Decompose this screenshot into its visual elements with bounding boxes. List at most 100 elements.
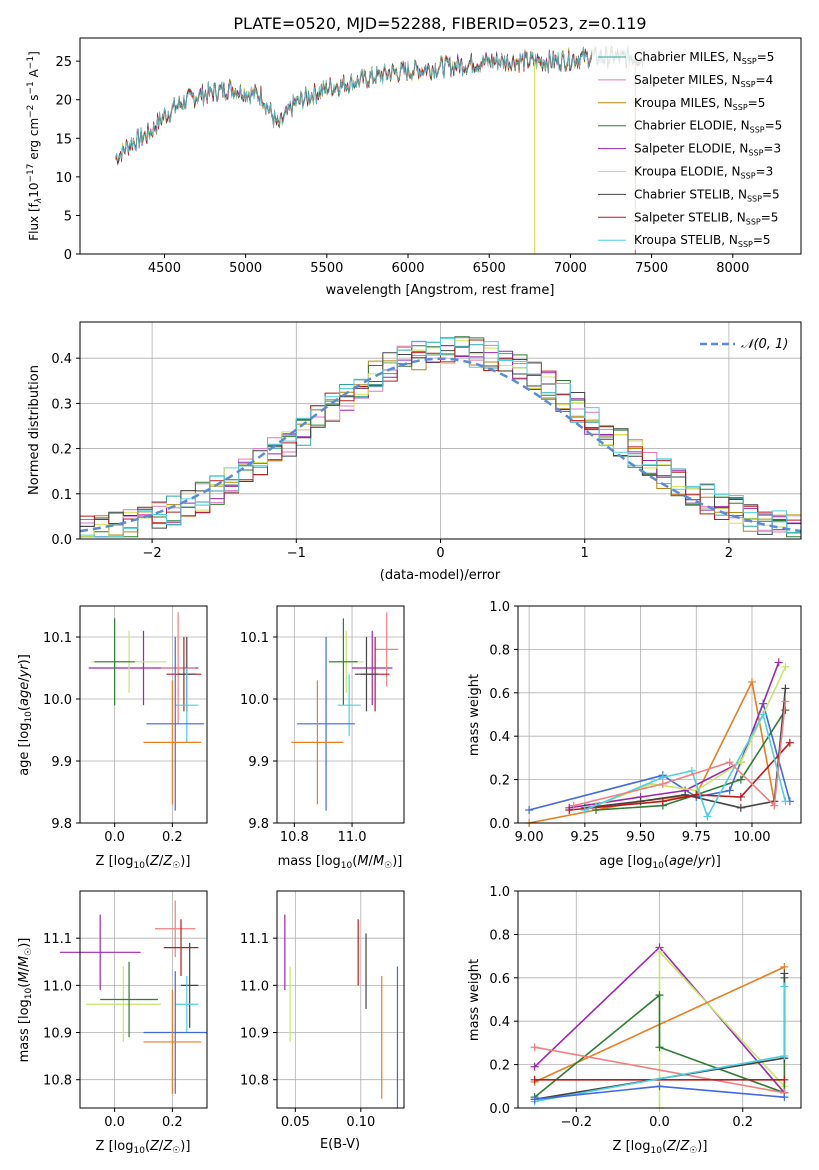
legend-sub: SSP [746, 217, 761, 226]
normal-legend-label: 𝒩(0, 1) [741, 337, 788, 352]
panel-ytick-label: 10.8 [240, 1074, 269, 1089]
figure-title: PLATE=0520, MJD=52288, FIBERID=0523, z=0… [233, 14, 646, 33]
histogram-xlabel: (data-model)/error [380, 568, 501, 583]
panel-age-vs-mass: 10.8 11.0 9.8 9.9 10.0 10.1 [240, 605, 405, 845]
spectrum-xtick-label: 4500 [148, 261, 181, 276]
legend-sub: SSP [748, 149, 763, 158]
panel-mass-weight-vs-Z: −0.2 0.0 0.2 0.0 0.2 0.4 0.6 0.8 1.0 [489, 885, 802, 1130]
panel-ytick-label: 10.1 [43, 631, 72, 646]
spectrum-ytick-label: 25 [55, 55, 72, 70]
mass-weight-marker [736, 775, 745, 784]
panel-xtick-label: 0.0 [649, 1115, 670, 1130]
spectrum-ylabel: Flux [fλ10−17 erg cm−2 s−1 A−1] [26, 51, 44, 241]
mass-weight-marker [687, 766, 696, 775]
legend-sub: SSP [750, 126, 765, 135]
mass-weight-marker [530, 1075, 539, 1084]
mass-weight-marker [692, 790, 701, 799]
mass-weight-marker [781, 684, 790, 693]
mass-weight-marker [759, 710, 768, 719]
mass-weight-marker [655, 1082, 664, 1091]
mass-weight-marker [736, 792, 745, 801]
mass-weight-marker [725, 786, 734, 795]
legend-sub: SSP [733, 103, 748, 112]
legend-rest: =5 [765, 119, 783, 133]
panel-ytick-label: 0.0 [489, 817, 510, 832]
spectrum-ytick-label: 0 [64, 248, 72, 263]
spectrum-xlabel: wavelength [Angstrom, rest frame] [326, 283, 555, 298]
legend-rest: =5 [757, 50, 775, 64]
spectrum-xtick-label: 5500 [310, 261, 343, 276]
mass-weight-marker [774, 658, 783, 667]
histogram-ytick-label: 0.1 [51, 488, 72, 503]
panel-xtick-label: 0.10 [346, 1115, 375, 1130]
panel-ytick-label: 0.6 [489, 972, 510, 987]
normal-curve [79, 357, 802, 533]
panel-residual-histogram: −2 −1 0 1 2 0.0 0.1 0.2 0.3 0.4 𝒩(0, 1) (data-mod… [27, 321, 802, 583]
histogram-ytick-label: 0.4 [51, 352, 72, 367]
mass-weight-marker [780, 1051, 789, 1060]
panel-xtick-label: 0.0 [104, 830, 125, 845]
histogram-ytick-label: 0.0 [51, 533, 72, 548]
histogram-xtick-label: 0 [436, 546, 444, 561]
spectrum-xtick-label: 7000 [554, 261, 587, 276]
spectrum-ytick-label: 20 [55, 94, 72, 109]
mass-weight-marker [785, 738, 794, 747]
mass-weight-marker [725, 758, 734, 767]
mass-ebv-xlabel: E(B-V) [320, 1137, 360, 1152]
mw-z-ylabel: mass weight [467, 959, 482, 1041]
panel-ytick-label: 10.1 [240, 631, 269, 646]
panel-ytick-label: 11.0 [240, 979, 269, 994]
panel-ytick-label: 0.4 [489, 730, 510, 745]
panel-frame [79, 890, 208, 1109]
panel-ytick-label: 10.0 [240, 693, 269, 708]
mass-weight-marker [781, 797, 790, 806]
panel-ytick-label: 11.1 [43, 932, 72, 947]
mw-age-xlabel: age [log10(age/yr)] [599, 854, 721, 871]
panel-xtick-label: 9.25 [570, 830, 599, 845]
spectrum-xtick-label: 5000 [229, 261, 262, 276]
mw-age-ylabel: mass weight [467, 674, 482, 756]
spectrum-axes: 4500 5000 5500 6000 6500 7000 7500 8000 0 5 10 15 20… [55, 55, 749, 276]
histogram-ytick-label: 0.2 [51, 443, 72, 458]
panel-xtick-label: 10.00 [733, 830, 770, 845]
mass-weight-marker [655, 1043, 664, 1052]
spectrum-ytick-label: 5 [64, 209, 72, 224]
legend-rest: =5 [748, 96, 766, 110]
panel-xtick-label: 9.75 [682, 830, 711, 845]
mass-weight-line [528, 701, 791, 811]
panel-mass-vs-Z: 0.0 0.2 10.8 10.9 11.0 11.1 [43, 890, 208, 1130]
mass-weight-marker [565, 805, 574, 814]
mass-weight-marker [780, 1075, 789, 1084]
legend-label: Chabrier STELIB, NSSP=5 [634, 187, 780, 203]
legend-box [592, 42, 798, 250]
spectrum-legend: Chabrier MILES, NSSP=5 Salpeter MILES, NS… [592, 42, 798, 250]
age-z-xlabel: Z [log10(Z/Z☉)] [96, 854, 191, 871]
panel-ytick-label: 1.0 [489, 885, 510, 900]
legend-label: Salpeter STELIB, NSSP=5 [634, 210, 778, 226]
panel-spectrum: 4500 5000 5500 6000 6500 7000 7500 8000 0 5 10 15 20… [26, 37, 802, 298]
spectrum-xtick-label: 6000 [391, 261, 424, 276]
age-z-ylabel: age [log10(age/yr)] [17, 654, 34, 776]
histogram-ytick-label: 0.3 [51, 397, 72, 412]
panel-ytick-label: 10.0 [43, 693, 72, 708]
legend-sub: SSP [741, 172, 756, 181]
panel-ytick-label: 10.8 [43, 1074, 72, 1089]
panel-xtick-label: 11.0 [338, 830, 367, 845]
legend-sub: SSP [738, 240, 753, 249]
panel-xtick-label: 0.2 [162, 830, 183, 845]
panel-xtick-label: 0.05 [281, 1115, 310, 1130]
mass-weight-marker [781, 697, 790, 706]
mass-weight-marker [655, 947, 664, 956]
panel-mass-vs-ebv: 0.05 0.10 10.8 10.9 11.0 11.1 [240, 890, 405, 1130]
panel-ytick-label: 10.9 [240, 1027, 269, 1042]
mass-weight-line [569, 662, 780, 809]
spectrum-xtick-label: 8000 [716, 261, 749, 276]
spectrum-xtick-label: 7500 [635, 261, 668, 276]
legend-label: Kroupa STELIB, NSSP=5 [634, 233, 771, 249]
mass-weight-marker [780, 1093, 789, 1102]
histogram-ylabel: Normed distribution [27, 365, 42, 495]
mass-weight-marker [530, 1095, 539, 1104]
legend-label: Chabrier ELODIE, NSSP=5 [634, 119, 782, 135]
mass-weight-line [584, 712, 787, 819]
mass-weight-marker [781, 662, 790, 671]
